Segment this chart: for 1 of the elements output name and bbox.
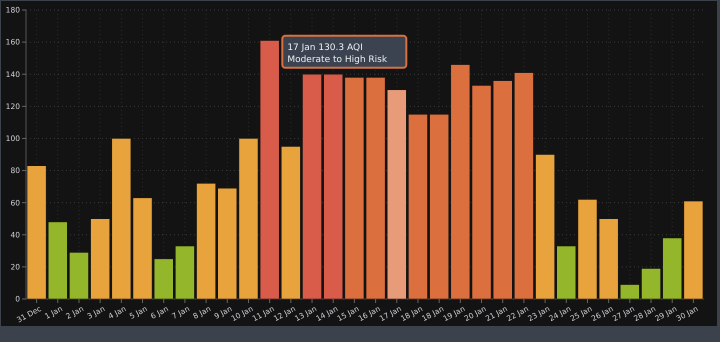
annotation: 17 Jan 130.3 AQI Moderate to High Risk xyxy=(287,42,388,65)
